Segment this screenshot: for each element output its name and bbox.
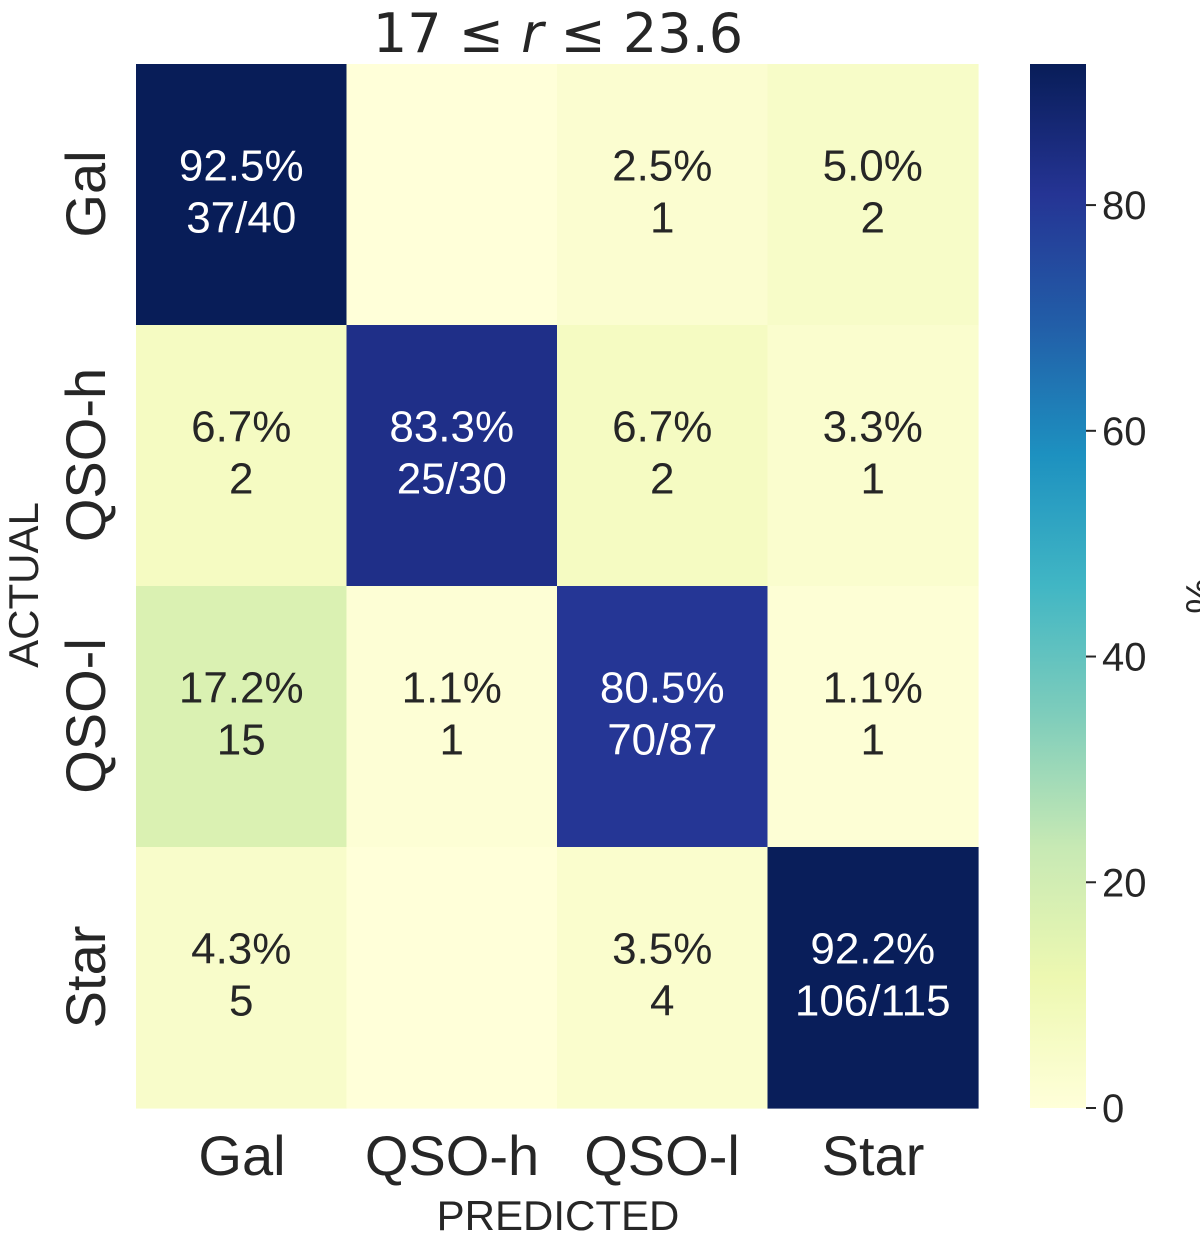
chart-title: 17 ≤ r ≤ 23.6	[373, 2, 743, 65]
heatmap-cell-qso-h-qso-l	[557, 325, 769, 587]
heatmap-cell-star-gal	[136, 847, 348, 1109]
heatmap-cell-star-qso-l	[557, 847, 769, 1109]
x-tick-labels: Gal QSO-h QSO-l Star	[198, 1124, 924, 1187]
colorbar-label: %	[1177, 578, 1200, 614]
x-tick-label-qso-l: QSO-l	[584, 1124, 740, 1187]
cell-percent-label: 3.3%	[823, 403, 923, 452]
colorbar-tick-label: 0	[1102, 1087, 1124, 1131]
cell-percent-label: 2.5%	[612, 142, 712, 191]
cell-percent-label: 3.5%	[612, 925, 712, 974]
cell-count-label: 15	[217, 716, 266, 765]
cell-count-label: 5	[229, 977, 253, 1026]
y-tick-label-qso-h: QSO-h	[54, 368, 117, 542]
cell-count-label: 1	[861, 455, 885, 504]
heatmap-cell-gal-star	[767, 64, 979, 326]
cell-percent-label: 83.3%	[389, 403, 514, 452]
cell-percent-label: 92.2%	[810, 925, 935, 974]
x-axis-label: PREDICTED	[437, 1192, 680, 1235]
cell-percent-label: 1.1%	[823, 664, 923, 713]
cell-count-label: 2	[650, 455, 674, 504]
cell-count-label: 70/87	[607, 716, 717, 765]
heatmap-cells	[136, 64, 979, 1109]
x-tick-label-star: Star	[822, 1124, 925, 1187]
y-tick-label-qso-l: QSO-l	[54, 638, 117, 794]
cell-count-label: 2	[229, 455, 253, 504]
heatmap-cell-qso-l-gal	[136, 586, 348, 848]
y-tick-labels: Gal QSO-h QSO-l Star	[54, 150, 117, 1028]
cell-percent-label: 80.5%	[600, 664, 725, 713]
cell-count-label: 2	[861, 194, 885, 243]
cell-percent-label: 5.0%	[823, 142, 923, 191]
heatmap-cell-gal-qso-h	[346, 64, 558, 326]
heatmap-cell-star-qso-h	[346, 847, 558, 1109]
colorbar-tick-label: 40	[1102, 636, 1147, 680]
cell-percent-label: 4.3%	[191, 925, 291, 974]
cell-count-label: 1	[440, 716, 464, 765]
cell-count-label: 37/40	[186, 194, 296, 243]
heatmap-cell-qso-h-gal	[136, 325, 348, 587]
y-tick-label-star: Star	[54, 926, 117, 1029]
heatmap-cell-gal-qso-l	[557, 64, 769, 326]
cell-count-label: 106/115	[795, 977, 951, 1026]
cell-count-label: 4	[650, 977, 674, 1026]
cell-percent-label: 92.5%	[179, 142, 304, 191]
cell-count-label: 1	[861, 716, 885, 765]
y-axis-label: ACTUAL	[0, 502, 47, 668]
cell-percent-label: 17.2%	[179, 664, 304, 713]
heatmap-annotations: 92.5%37/402.5%15.0%26.7%283.3%25/306.7%2…	[179, 142, 951, 1026]
heatmap-cell-qso-h-star	[767, 325, 979, 587]
cell-percent-label: 6.7%	[612, 403, 712, 452]
cell-percent-label: 6.7%	[191, 403, 291, 452]
cell-count-label: 25/30	[397, 455, 507, 504]
heatmap-cell-gal-gal	[136, 64, 348, 326]
colorbar-tick-label: 60	[1102, 410, 1147, 454]
heatmap-cell-qso-h-qso-h	[346, 325, 558, 587]
cell-count-label: 1	[650, 194, 674, 243]
cell-percent-label: 1.1%	[402, 664, 502, 713]
y-tick-label-gal: Gal	[54, 150, 117, 237]
x-tick-label-qso-h: QSO-h	[365, 1124, 539, 1187]
colorbar	[1030, 64, 1086, 1108]
heatmap-cell-qso-l-qso-l	[557, 586, 769, 848]
x-tick-label-gal: Gal	[198, 1124, 285, 1187]
colorbar-tick-label: 20	[1102, 861, 1147, 905]
heatmap-cell-star-star	[767, 847, 979, 1109]
colorbar-ticks: 0 20 40 60 80	[1086, 184, 1147, 1131]
heatmap-cell-qso-l-star	[767, 586, 979, 848]
colorbar-tick-label: 80	[1102, 184, 1147, 228]
heatmap-cell-qso-l-qso-h	[346, 586, 558, 848]
